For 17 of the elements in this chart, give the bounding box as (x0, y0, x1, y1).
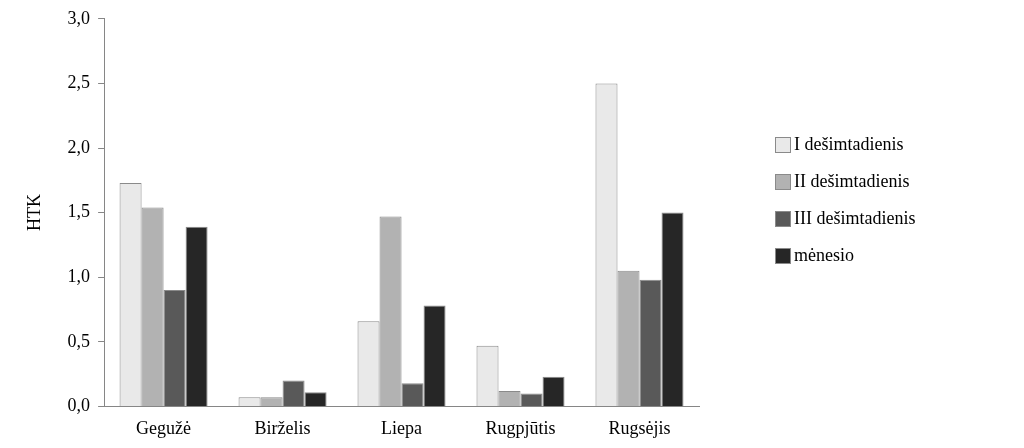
x-tick-label: Liepa (381, 417, 423, 438)
x-tick-label: Gegužė (136, 417, 192, 438)
y-tick-label: 1,0 (67, 265, 91, 286)
y-tick-label: 0,5 (67, 330, 91, 351)
y-axis-title: HTK (23, 194, 44, 232)
x-tick-label: Rugsėjis (608, 417, 671, 438)
y-tick-label: 1,5 (67, 201, 91, 222)
y-tick-label: 2,5 (67, 72, 91, 93)
legend-label: III dešimtadienis (794, 208, 916, 229)
legend-label: I dešimtadienis (794, 134, 904, 155)
y-tick-label: 0,0 (67, 395, 91, 416)
legend-label: II dešimtadienis (794, 171, 910, 192)
y-tick-label: 3,0 (67, 7, 91, 28)
x-tick-label: Birželis (254, 417, 311, 438)
y-tick-label: 2,0 (67, 136, 91, 157)
x-tick-label: Rugpjūtis (485, 417, 556, 438)
legend-label: mėnesio (794, 245, 854, 266)
